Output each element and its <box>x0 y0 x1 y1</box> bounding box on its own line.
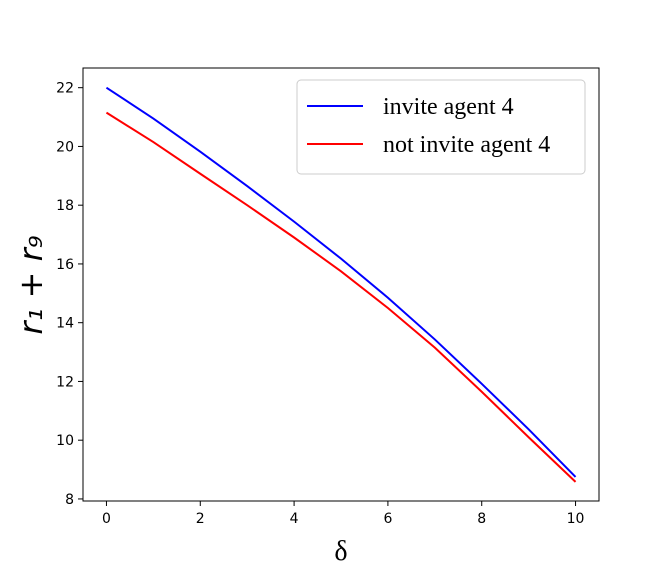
x-tick-label: 2 <box>196 511 205 527</box>
line <box>105 86 577 478</box>
y-axis-label: r₁ + r₉ <box>12 235 50 334</box>
x-tick-label: 6 <box>383 511 392 527</box>
legend-box <box>296 79 586 175</box>
y-tick-label: 14 <box>56 316 74 332</box>
y-tick-label: 20 <box>56 139 74 155</box>
plot-frame <box>82 67 600 502</box>
y-tick-label: 12 <box>56 374 74 390</box>
legend-label: invite agent 4 <box>383 94 514 120</box>
y-tick-label: 22 <box>56 81 74 97</box>
y-tick-label: 16 <box>56 257 74 273</box>
x-tick-label: 10 <box>567 511 585 527</box>
legend-label: not invite agent 4 <box>383 132 550 158</box>
x-tick-label: 8 <box>477 511 486 527</box>
x-axis-label: δ <box>334 536 347 564</box>
x-tick-label: 0 <box>102 511 111 527</box>
x-tick-label: 4 <box>290 511 299 527</box>
line <box>105 111 577 483</box>
y-tick-label: 18 <box>56 198 74 214</box>
y-tick-label: 8 <box>65 492 74 508</box>
y-tick-label: 10 <box>56 433 74 449</box>
